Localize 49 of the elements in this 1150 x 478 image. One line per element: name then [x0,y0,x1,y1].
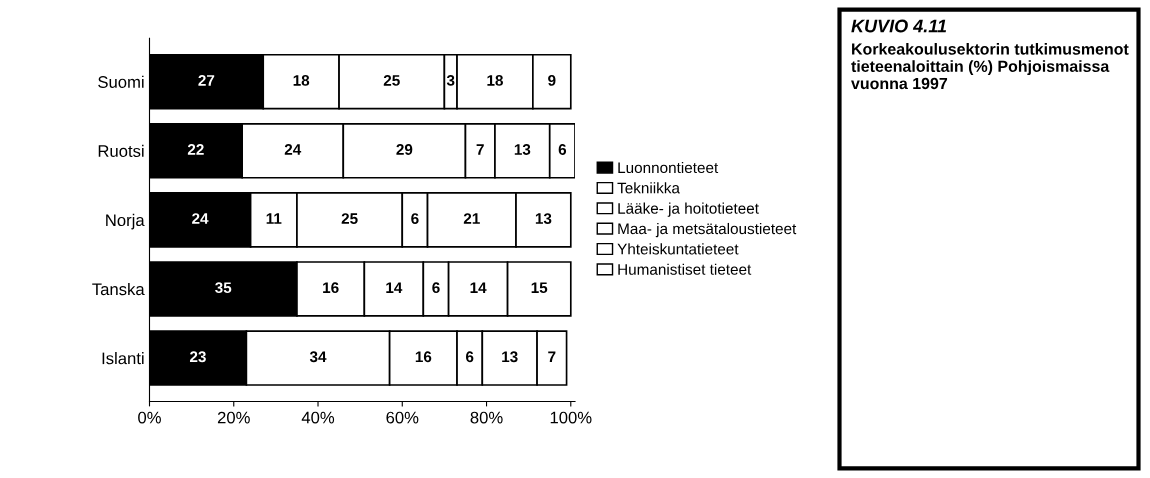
y-tick-label: Norja [106,213,145,230]
data-label: 18 [487,74,503,86]
data-label: 18 [293,74,310,86]
data-label: 16 [415,351,432,363]
x-tick-label: 0% [138,411,161,424]
y-tick-label: Islanti [102,352,144,365]
legend-label: Yhteiskuntatieteet [617,243,739,255]
data-label: 6 [411,213,419,224]
data-label: 11 [266,213,282,224]
data-label: 7 [476,144,484,155]
text: KUVIO 4.11 [851,19,947,33]
x-tick-label: 80% [470,411,503,424]
data-label: 6 [432,282,440,294]
data-label: 24 [284,144,302,155]
data-label: 6 [465,351,474,363]
y-tick-label: Tanska [92,282,145,296]
data-label: 22 [187,144,204,155]
data-label: 14 [386,282,403,293]
data-label: 9 [548,74,556,86]
data-label: 25 [383,74,400,86]
data-label: 15 [531,282,548,294]
legend-label: Tekniikka [617,182,680,194]
data-label: 16 [323,282,339,294]
data-label: 24 [192,213,209,224]
legend-label: Humanistiset tieteet [618,263,752,275]
data-label: 13 [502,351,518,363]
data-label: 13 [535,213,552,224]
data-label: 27 [198,74,215,86]
data-label: 29 [396,144,413,155]
data-label: 34 [309,351,327,363]
data-label: 25 [341,213,358,224]
data-label: 14 [470,282,487,293]
x-tick-label: 40% [301,411,335,424]
y-tick-label: Ruotsi [98,144,144,157]
data-label: 6 [558,144,567,155]
data-label: 35 [215,282,232,294]
data-label: 7 [548,351,556,363]
x-tick-label: 20% [217,411,250,424]
text: Korkeakoulusektorin tutkimusmenot tieteenaloittain (%) Pohjoismaissa vuonna 1997 [851,43,1129,90]
legend-label: Lääke- ja hoitotieteet [618,202,759,217]
legend-label: Luonnontieteet [618,161,719,174]
y-tick-label: Suomi [98,75,144,88]
data-label: 13 [514,144,531,155]
x-tick-label: 100% [550,411,592,424]
data-label: 21 [463,213,480,224]
data-label: 23 [189,351,206,363]
data-label: 3 [446,74,455,86]
legend-label: Maa- ja metsätaloustieteet [618,222,797,238]
x-tick-label: 60% [386,411,419,424]
